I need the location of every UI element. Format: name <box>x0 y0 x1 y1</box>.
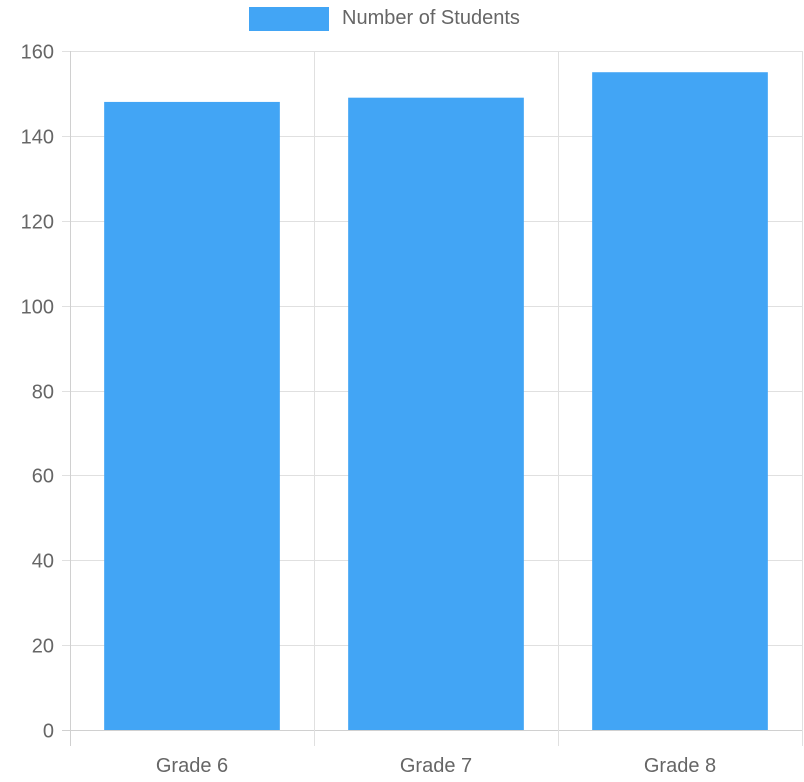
legend[interactable]: Number of Students <box>249 7 520 31</box>
bar-grade-7[interactable] <box>348 97 524 730</box>
legend-label: Number of Students <box>342 7 520 29</box>
x-tick-label: Grade 6 <box>156 755 228 777</box>
y-tick-label: 140 <box>21 127 54 149</box>
legend-swatch <box>249 7 329 31</box>
y-tick-label: 120 <box>21 212 54 234</box>
y-axis-ticks: 0 20 40 60 80 100 120 140 160 <box>21 42 54 743</box>
x-axis-ticks: Grade 6 Grade 7 Grade 8 <box>156 755 716 777</box>
bar-grade-8[interactable] <box>592 72 768 730</box>
y-tick-label: 20 <box>32 636 54 658</box>
x-tick-label: Grade 8 <box>644 755 716 777</box>
y-tick-label: 60 <box>32 466 54 488</box>
y-tick-label: 40 <box>32 551 54 573</box>
y-tick-label: 80 <box>32 382 54 404</box>
bar-grade-6[interactable] <box>104 101 280 731</box>
y-tick-label: 0 <box>43 721 54 743</box>
y-tick-label: 100 <box>21 297 54 319</box>
y-tick-label: 160 <box>21 42 54 64</box>
bars <box>104 72 768 731</box>
x-tick-label: Grade 7 <box>400 755 472 777</box>
